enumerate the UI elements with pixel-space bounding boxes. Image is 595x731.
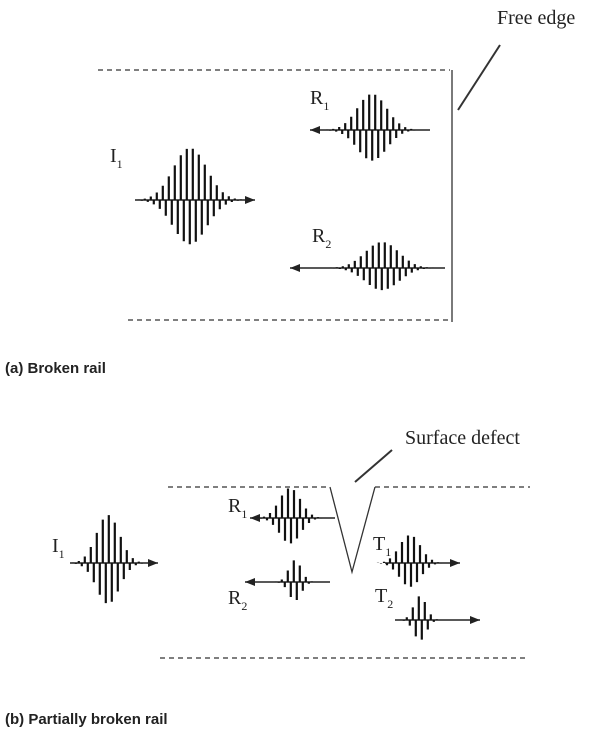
wave-subscript: 2 <box>325 237 331 251</box>
wave-letter: R <box>228 495 242 517</box>
wave-packet <box>274 560 313 600</box>
arrow-head <box>250 514 260 522</box>
caption: (a) Broken rail <box>5 360 106 377</box>
wave-label: T1 <box>373 533 391 559</box>
arrow-head <box>310 126 320 134</box>
wave-packet <box>329 242 434 291</box>
arrow-head <box>470 616 480 624</box>
wave-label: T2 <box>375 585 393 611</box>
wave-letter: R <box>310 87 324 109</box>
arrow-head <box>245 196 255 204</box>
wave-packet <box>71 515 143 604</box>
wave-letter: I <box>52 535 59 557</box>
wave-label: R2 <box>228 587 247 613</box>
wave-packet <box>376 535 443 587</box>
wave-letter: T <box>373 533 385 555</box>
leader-line <box>354 449 393 483</box>
wave-letter: T <box>375 585 387 607</box>
wave-letter: I <box>110 145 117 167</box>
wave-label: I1 <box>52 535 65 561</box>
wave-packet <box>256 488 323 544</box>
wave-letter: R <box>312 225 326 247</box>
wave-subscript: 1 <box>117 157 123 171</box>
arrow-head <box>290 264 300 272</box>
arrow-head <box>450 559 460 567</box>
wave-letter: R <box>228 587 242 609</box>
annotation: Surface defect <box>405 427 520 449</box>
wave-subscript: 1 <box>385 545 391 559</box>
wave-label: R2 <box>312 225 331 251</box>
wave-label: R1 <box>228 495 247 521</box>
caption: (b) Partially broken rail <box>5 711 168 728</box>
wave-packet <box>399 596 438 640</box>
wave-packet <box>137 148 242 245</box>
wave-label: R1 <box>310 87 329 113</box>
arrow-head <box>148 559 158 567</box>
wave-subscript: 2 <box>241 599 247 613</box>
wave-subscript: 1 <box>59 547 65 561</box>
wave-subscript: 1 <box>241 507 247 521</box>
wave-packet <box>326 94 416 161</box>
wave-subscript: 1 <box>323 99 329 113</box>
defect <box>329 486 376 575</box>
wave-subscript: 2 <box>387 597 393 611</box>
leader-line <box>457 44 501 111</box>
annotation: Free edge <box>497 7 575 29</box>
wave-label: I1 <box>110 145 123 171</box>
arrow-head <box>245 578 255 586</box>
